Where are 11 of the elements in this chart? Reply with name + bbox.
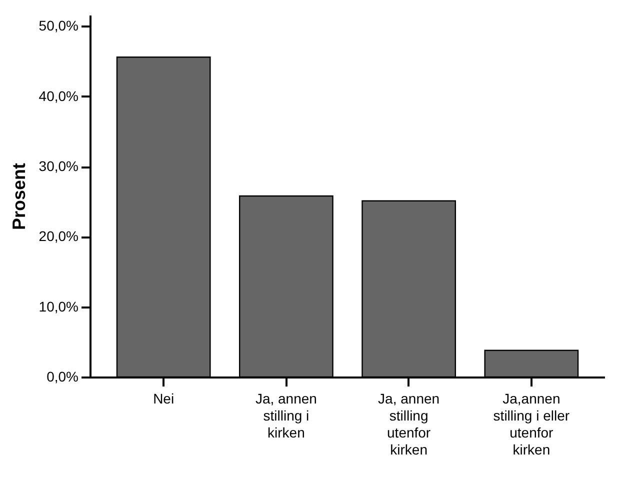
x-tick-label: Ja, annen stilling i kirken — [255, 390, 317, 440]
y-tick-label: 20,0% — [38, 228, 78, 244]
y-axis-title: Prosent — [8, 162, 29, 230]
x-tick-label: Nei — [153, 390, 174, 406]
y-tick-label: 0,0% — [46, 368, 78, 384]
y-tick-label: 50,0% — [38, 18, 78, 34]
x-tick-label: Ja, annen stilling utenfor kirken — [378, 390, 440, 458]
y-tick-label: 30,0% — [38, 158, 78, 174]
y-tick-label: 10,0% — [38, 298, 78, 314]
x-tick-label: Ja,annen stilling i eller utenfor kirken — [493, 390, 570, 458]
y-tick-label: 40,0% — [38, 88, 78, 104]
